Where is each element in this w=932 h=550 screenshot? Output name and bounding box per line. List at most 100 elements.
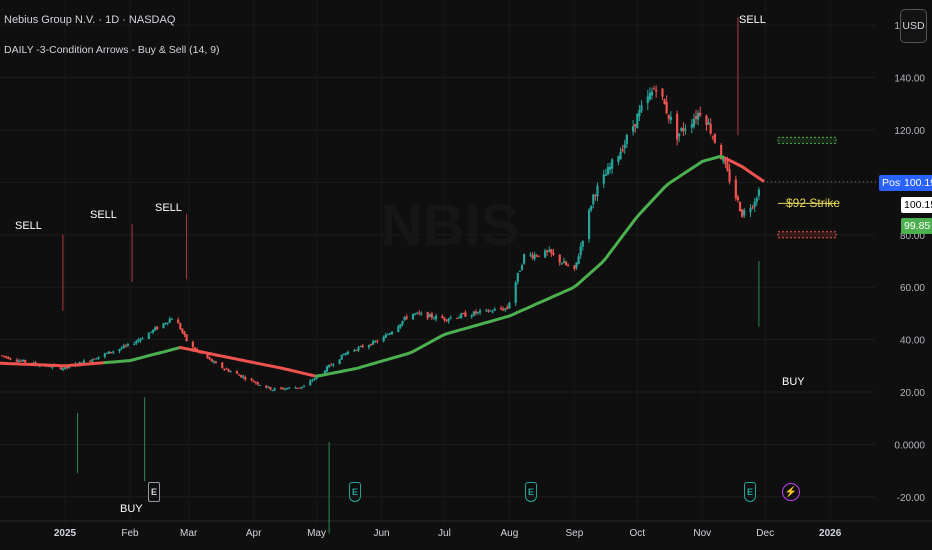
post-market-price: 100.19	[901, 175, 932, 191]
moving-average-line	[103, 346, 182, 365]
earnings-icon[interactable]: E	[525, 482, 537, 502]
candle-body	[107, 351, 111, 354]
candle-body	[413, 313, 417, 315]
target-zone	[777, 136, 837, 144]
sell-signal-label: SELL	[155, 202, 182, 214]
candle-body	[472, 311, 475, 316]
candle-body	[181, 328, 184, 333]
moving-average-line	[723, 156, 765, 183]
moving-average-line	[0, 361, 107, 368]
candle-body	[617, 156, 620, 163]
candle-body	[126, 343, 129, 346]
candle-body	[590, 206, 593, 210]
candle-body	[470, 315, 473, 318]
candle-body	[147, 332, 150, 340]
candle-body	[665, 101, 668, 114]
candle-body	[279, 387, 283, 389]
candle-body	[491, 311, 494, 313]
candle-body	[741, 209, 744, 217]
candle-body	[325, 366, 329, 372]
candle-body	[112, 351, 115, 353]
candle-body	[91, 359, 94, 362]
candle-body	[265, 385, 268, 388]
candle-body	[401, 320, 404, 325]
candle-body	[296, 387, 299, 389]
candle-body	[313, 378, 316, 380]
candle-body	[432, 318, 436, 320]
candle-body	[185, 334, 188, 342]
candle-body	[359, 346, 362, 348]
candle-body	[124, 345, 127, 347]
ma-value-label: 99.85	[901, 218, 932, 234]
currency-button[interactable]: USD	[900, 9, 927, 43]
x-tick-label: Nov	[693, 528, 711, 539]
candle-body	[682, 127, 685, 132]
candle-body	[369, 344, 373, 346]
indicator-title[interactable]: DAILY -3-Condition Arrows - Buy & Sell (…	[4, 44, 220, 56]
candle-body	[734, 179, 737, 199]
candle-body	[428, 314, 431, 317]
candle-body	[7, 357, 10, 359]
candle-body	[82, 360, 85, 364]
candle-body	[743, 210, 746, 216]
candle-body	[267, 386, 270, 388]
candle-body	[17, 360, 20, 362]
candle-body	[564, 261, 568, 266]
candle-body	[271, 389, 274, 391]
candle-body	[596, 185, 599, 197]
candle-body	[105, 352, 109, 354]
candle-body	[384, 334, 387, 338]
candle-body	[462, 313, 465, 315]
candle-body	[256, 382, 259, 385]
candle-body	[680, 128, 683, 131]
candle-body	[191, 341, 194, 348]
candle-body	[713, 133, 716, 143]
candle-body	[372, 340, 375, 345]
candle-body	[420, 313, 423, 315]
candle-body	[506, 307, 509, 309]
candle-body	[411, 313, 415, 320]
candle-body	[162, 323, 165, 329]
lightning-icon[interactable]: ⚡	[782, 483, 800, 501]
candle-body	[286, 388, 289, 390]
candle-body	[430, 313, 433, 318]
candle-body	[254, 381, 257, 383]
candle-body	[690, 124, 693, 128]
candle-body	[65, 366, 69, 368]
candle-body	[602, 174, 605, 184]
candle-body	[361, 345, 364, 348]
candle-body	[386, 334, 389, 336]
candle-body	[632, 126, 635, 132]
earnings-icon[interactable]: E	[148, 482, 160, 502]
moving-average-line	[315, 155, 725, 378]
candle-body	[581, 240, 584, 247]
candle-body	[738, 202, 742, 212]
candle-body	[514, 282, 517, 303]
symbol-title[interactable]: Nebius Group N.V. · 1D · NASDAQ	[4, 14, 176, 26]
candle-body	[19, 360, 23, 362]
candle-body	[640, 105, 643, 112]
candle-body	[156, 326, 159, 330]
candle-body	[382, 336, 385, 342]
candle-body	[464, 312, 467, 317]
candle-body	[133, 343, 136, 345]
earnings-icon[interactable]: E	[349, 482, 361, 502]
candle-body	[455, 318, 459, 320]
candle-body	[638, 110, 641, 117]
candle-body	[434, 315, 438, 320]
candle-body	[135, 341, 138, 344]
candle-body	[458, 317, 461, 319]
symbol-watermark: NBIS	[381, 193, 520, 258]
candle-body	[587, 209, 591, 240]
candle-body	[177, 319, 180, 324]
earnings-icon[interactable]: E	[744, 482, 756, 502]
candle-body	[390, 331, 394, 334]
candle-body	[9, 358, 12, 360]
candle-body	[273, 388, 276, 391]
candle-body	[560, 263, 563, 265]
candle-body	[502, 308, 505, 311]
candle-body	[623, 144, 626, 149]
candle-body	[288, 387, 291, 389]
buy-signal-label: BUY	[782, 376, 805, 388]
